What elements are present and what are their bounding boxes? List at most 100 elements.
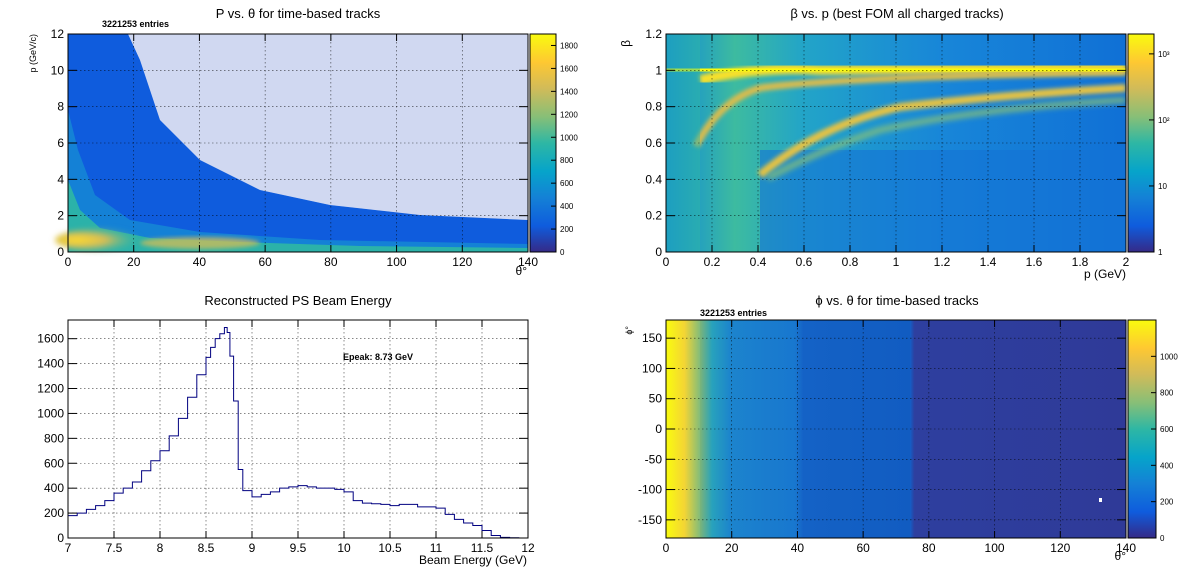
histogram-line [68,326,528,539]
y-tick-label: -50 [645,452,663,466]
color-scale-tick-label: 0 [1160,534,1165,543]
x-axis-ticks: 0 20 40 60 80 100 120 140 [65,34,538,269]
y-tick-label: 800 [44,431,64,445]
color-scale-tick-label: 10 [1158,182,1167,191]
y-tick-label: 0.2 [645,209,662,223]
y-axis-ticks: 0 200 400 600 800 1000 1200 1400 1600 [37,332,528,545]
x-tick-label: 1.4 [980,255,997,269]
y-tick-label: 4 [57,172,64,186]
y-tick-label: 12 [51,27,65,41]
y-tick-label: -150 [638,513,662,527]
color-scale-tick-label: 800 [1160,389,1174,398]
color-scale: 1 10 10² 10³ [1127,33,1170,257]
low-beta-region [760,150,1126,252]
y-tick-label: 0 [655,245,662,259]
x-tick-label: 60 [258,255,272,269]
panel-p-vs-theta: P vs. θ for time-based tracks 3221253 en… [28,6,578,278]
color-scale-ticks: 0 200 400 600 800 1000 1200 1400 1600 1800 [551,41,578,257]
x-tick-label: 0 [65,255,72,269]
x-tick-label: 40 [193,255,207,269]
y-axis-label: β [619,40,633,47]
x-tick-label: 12 [521,541,535,555]
sparse-low-density-region [68,34,528,252]
y-axis-label: ϕ° [624,326,634,335]
x-tick-label: 1.6 [1026,255,1043,269]
x-tick-label: 1 [893,255,900,269]
x-tick-label: 20 [725,541,739,555]
y-tick-label: 10 [51,63,65,77]
x-axis-label: θ° [1115,549,1127,563]
x-axis-label: p (GeV) [1084,267,1126,281]
color-scale-tick-label: 1200 [560,110,578,119]
x-tick-label: 0.2 [704,255,721,269]
y-tick-label: 0.6 [645,136,662,150]
x-tick-label: 1.8 [1072,255,1089,269]
y-axis-ticks: 0 2 4 6 8 10 12 [51,27,528,259]
color-scale-bar [530,34,556,252]
y-axis-ticks: 0 0.2 0.4 0.6 0.8 1 1.2 [645,27,1126,259]
panel-beam-energy: Reconstructed PS Beam Energy 7 7.5 8 8.5 9 9.… [37,293,535,567]
y-tick-label: 0 [57,531,64,545]
proton-band [766,97,1127,181]
color-scale-tick-label: 0 [560,248,565,257]
color-scale-tick-label: 800 [560,156,574,165]
y-tick-label: 400 [44,481,64,495]
color-scale-tick-label: 1600 [560,64,578,73]
color-scale-tick-label: 200 [560,225,574,234]
y-tick-label: 1 [655,63,662,77]
x-tick-label: 140 [518,255,538,269]
color-scale-ticks: 0 200 400 600 800 1000 [1151,352,1178,543]
y-tick-label: 1400 [37,357,64,371]
peak-annotation: Epeak: 8.73 GeV [343,352,413,362]
y-tick-label: 0 [57,245,64,259]
y-tick-label: 1600 [37,332,64,346]
x-tick-label: 80 [922,541,936,555]
x-tick-label: 9 [249,541,256,555]
chart-title: β vs. p (best FOM all charged tracks) [790,6,1003,21]
y-tick-label: 0 [655,422,662,436]
y-tick-label: 150 [642,331,662,345]
x-axis-ticks: 0 0.2 0.4 0.6 0.8 1 1.2 1.4 1.6 1.8 2 [663,34,1130,269]
x-tick-label: 40 [791,541,805,555]
grid-lines [67,320,529,539]
x-tick-label: 9.5 [290,541,307,555]
x-tick-label: 100 [387,255,407,269]
color-scale-tick-label: 1000 [560,133,578,142]
x-tick-label: 120 [452,255,472,269]
x-tick-label: 0 [663,541,670,555]
color-scale-tick-label: 1400 [560,87,578,96]
x-axis-ticks: 7 7.5 8 8.5 9 9.5 10 10.5 11 11.5 12 [65,320,535,555]
x-tick-label: 11 [430,541,443,555]
x-axis-label: Beam Energy (GeV) [419,553,527,567]
isolated-hot-bin [1099,498,1102,502]
color-scale: 0 200 400 600 800 1000 1200 1400 1600 1800 [529,33,578,257]
x-tick-label: 2 [1123,255,1130,269]
x-tick-label: 10.5 [378,541,402,555]
color-scale-tick-label: 600 [1160,425,1174,434]
color-scale: 0 200 400 600 800 1000 [1127,319,1178,543]
x-tick-label: 0.8 [842,255,859,269]
x-tick-label: 0 [663,255,670,269]
color-scale-tick-label: 600 [560,179,574,188]
chart-title: Reconstructed PS Beam Energy [204,293,392,308]
color-scale-tick-label: 10² [1158,116,1170,125]
y-tick-label: 200 [44,506,64,520]
scatter-speckle-region [128,34,528,220]
x-tick-label: 7 [65,541,72,555]
entries-label: 3221253 entries [700,308,767,318]
color-scale-tick-label: 400 [560,202,574,211]
color-scale-frame [529,33,557,253]
x-tick-label: 60 [856,541,870,555]
x-tick-label: 100 [985,541,1005,555]
color-scale-ticks: 1 10 10² 10³ [1149,50,1170,257]
panel-phi-vs-theta: ϕ vs. θ for time-based tracks 3221253 en… [624,293,1178,563]
color-scale-tick-label: 10³ [1158,50,1170,59]
color-scale-tick-label: 1000 [1160,352,1178,361]
x-tick-label: 7.5 [106,541,123,555]
y-tick-label: 600 [44,456,64,470]
y-tick-label: 50 [649,392,663,406]
x-tick-label: 8 [157,541,164,555]
kaon-band [757,84,1127,179]
